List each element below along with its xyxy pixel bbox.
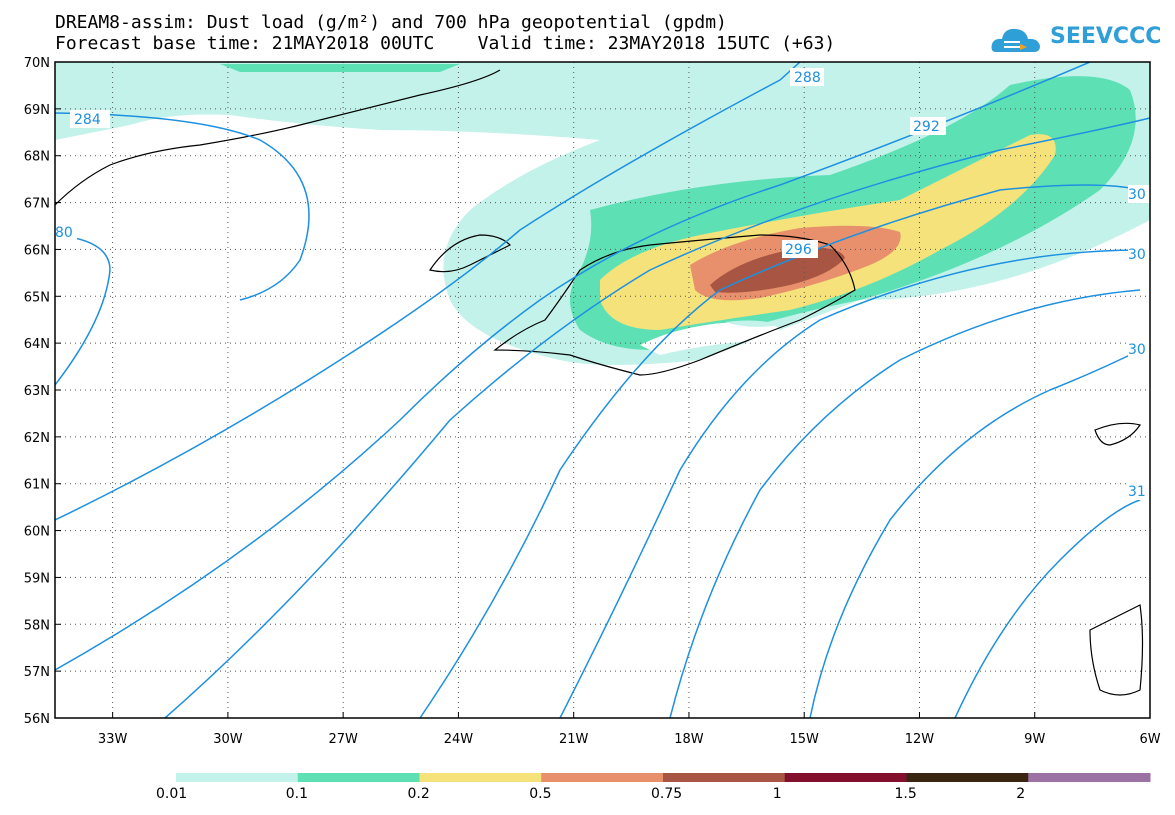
lon-label: 6W (1139, 732, 1160, 747)
colorbar-swatch (906, 773, 1029, 782)
dust-field (55, 62, 1150, 365)
contour-label-292: 292 (913, 119, 940, 135)
colorbar-label: 1.5 (894, 786, 917, 802)
lat-label: 56N (24, 712, 50, 727)
contour-label-288: 288 (794, 70, 821, 86)
lon-label: 18W (674, 732, 704, 747)
latitude-labels: 70N 69N 68N 67N 66N 65N 64N 63N 62N 61N 60N 59N 58N 5… (24, 56, 61, 727)
colorbar-swatch (784, 773, 907, 782)
contour-label-31: 31 (1128, 484, 1146, 500)
cloud-icon (991, 28, 1040, 52)
coastline-iceland (493, 234, 856, 376)
colorbar (176, 773, 1151, 782)
lon-label: 12W (905, 732, 935, 747)
coastlines (55, 69, 1144, 696)
map-title: DREAM8-assim: Dust load (g/m²) and 700 h… (55, 12, 727, 33)
colorbar-label: 2 (1016, 786, 1026, 802)
lat-label: 59N (24, 571, 50, 586)
lat-label: 62N (24, 431, 50, 446)
lon-label: 24W (444, 732, 474, 747)
colorbar-label: 0.75 (651, 786, 683, 802)
lon-label: 27W (328, 732, 358, 747)
colorbar-swatch (297, 773, 420, 782)
lat-label: 58N (24, 618, 50, 633)
colorbar-label: 0.2 (407, 786, 430, 802)
lon-label: 30W (213, 732, 243, 747)
coastline-greenland (55, 69, 501, 206)
colorbar-label: 0.5 (529, 786, 552, 802)
lat-label: 67N (24, 197, 50, 212)
coastline-norway (1089, 604, 1144, 696)
colorbar-swatch (541, 773, 664, 782)
colorbar-swatch (1028, 773, 1151, 782)
longitude-labels: 33W 30W 27W 24W 21W 18W 15W 12W 9W 6W (98, 712, 1161, 747)
map-subtitle: Forecast base time: 21MAY2018 00UTC Vali… (55, 33, 836, 54)
geopotential-contours (55, 62, 1150, 718)
lon-label: 21W (559, 732, 589, 747)
contour-label-30b: 30 (1128, 247, 1146, 263)
lat-label: 61N (24, 478, 50, 493)
lat-label: 70N (24, 56, 50, 71)
contour-label-284: 284 (74, 112, 101, 128)
contour-label-296: 296 (785, 242, 812, 258)
dust-band-brown (710, 247, 845, 293)
lat-label: 69N (24, 103, 50, 118)
contour-label-80: 80 (55, 225, 73, 241)
lat-label: 64N (24, 337, 50, 352)
lat-label: 63N (24, 384, 50, 399)
lat-label: 66N (24, 243, 50, 258)
colorbar-label: 0.1 (285, 786, 309, 802)
colorbar-label: 0.01 (156, 786, 188, 802)
lon-label: 9W (1024, 732, 1045, 747)
logo-text: SEEVCCC (1050, 24, 1162, 49)
colorbar-swatch (176, 773, 299, 782)
contour-label-30a: 30 (1128, 187, 1146, 203)
lat-label: 68N (24, 150, 50, 165)
lat-label: 57N (24, 665, 50, 680)
contour-label-30c: 30 (1128, 342, 1146, 358)
lat-label: 65N (24, 290, 50, 305)
colorbar-label: 1 (772, 786, 782, 802)
colorbar-swatch (419, 773, 542, 782)
contour-labels: 284 288 292 296 80 30 30 30 31 (55, 68, 1150, 500)
colorbar-swatch (663, 773, 786, 782)
coastline-faroe (1094, 422, 1141, 446)
lon-label: 15W (790, 732, 820, 747)
lat-label: 60N (24, 525, 50, 540)
lon-label: 33W (98, 732, 128, 747)
